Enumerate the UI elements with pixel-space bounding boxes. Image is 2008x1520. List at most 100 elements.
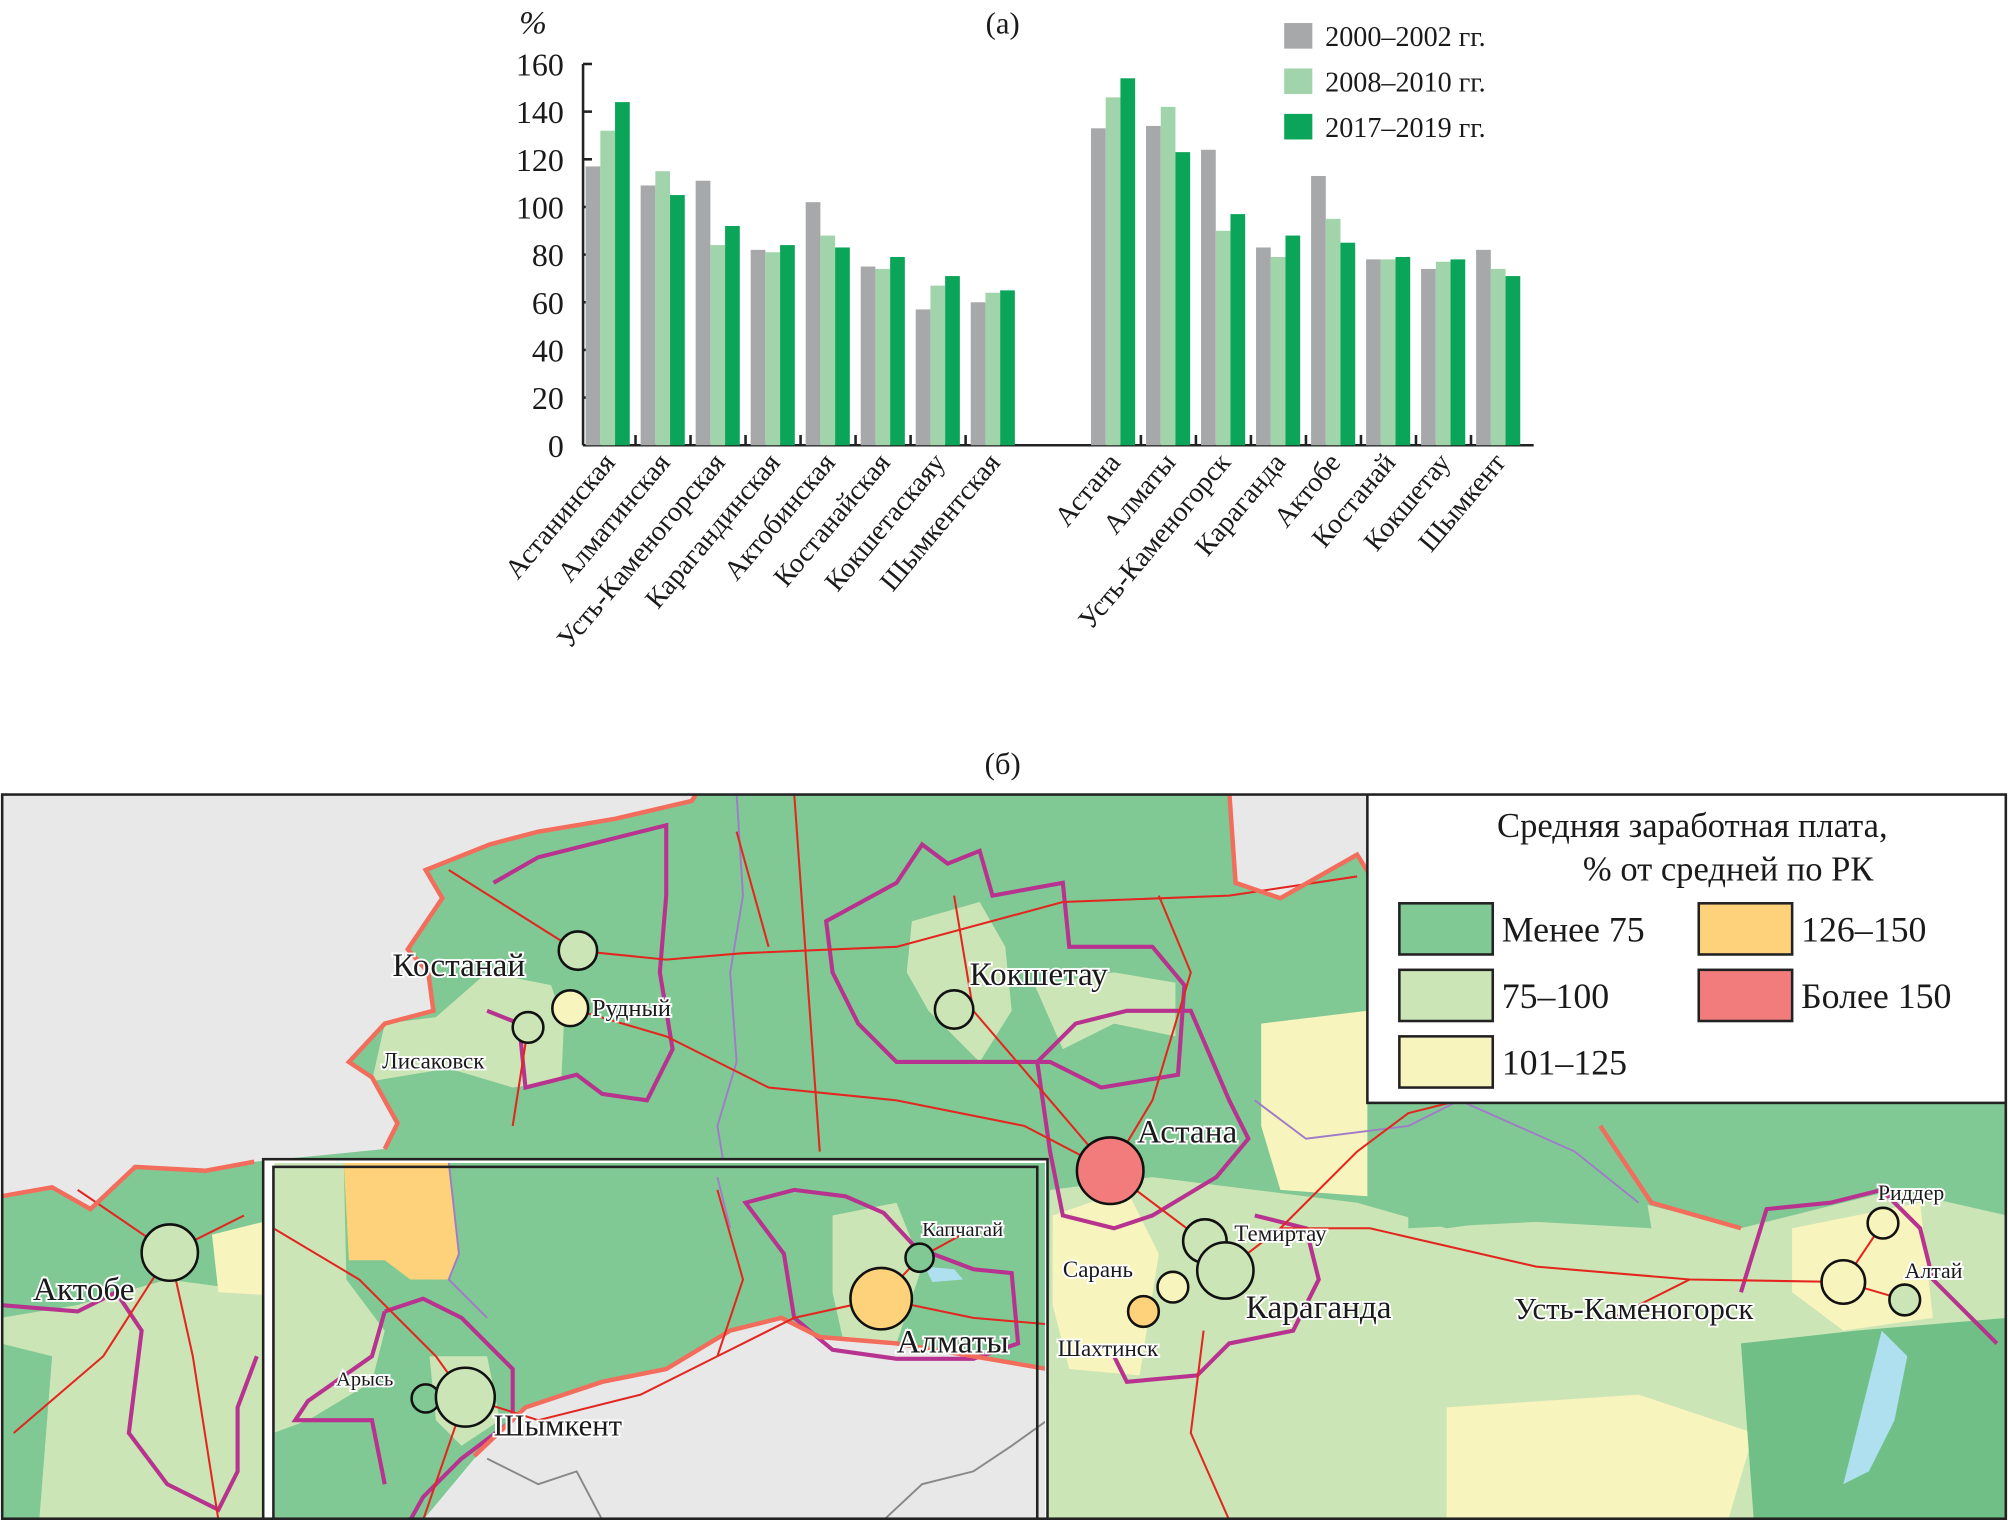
- inset-map: [261, 1157, 1049, 1520]
- bar: [1201, 149, 1216, 446]
- y-tick-label: 20: [532, 381, 564, 416]
- oblast-border: [1739, 1187, 1999, 1345]
- bar: [1091, 128, 1106, 446]
- y-tick-label: 40: [532, 333, 564, 368]
- road: [1109, 895, 1192, 1172]
- legend-swatch: [1284, 23, 1313, 49]
- city-marker: [1888, 1283, 1922, 1317]
- bar: [1366, 259, 1381, 446]
- city-marker: [551, 989, 590, 1028]
- city-label: Костанай: [392, 947, 525, 984]
- oblast-border: [291, 1296, 515, 1520]
- city-marker: [933, 989, 975, 1030]
- map-legend-label: Более 150: [1801, 976, 1951, 1016]
- city-label: Темиртау: [1234, 1220, 1327, 1246]
- bar: [655, 171, 671, 446]
- legend-swatch: [1284, 113, 1313, 140]
- map-legend-label: 101–125: [1502, 1043, 1627, 1083]
- region-under-75: [1408, 1100, 1652, 1229]
- bar: [1105, 97, 1121, 446]
- bar: [670, 195, 685, 446]
- bar: [890, 256, 905, 446]
- bar: [1490, 268, 1506, 446]
- city-label: Астана: [1137, 1114, 1237, 1151]
- district-border: [1254, 1099, 1640, 1204]
- oblast-border: [2, 1289, 259, 1513]
- map-legend-swatch: [1697, 902, 1794, 956]
- legend-label: 2017–2019 гг.: [1325, 113, 1486, 144]
- bar: [585, 166, 601, 446]
- region-75-100: [371, 972, 564, 1088]
- y-tick-label: 120: [516, 143, 564, 178]
- bar: [710, 245, 726, 446]
- bar: [1340, 242, 1356, 446]
- bar: [1395, 256, 1411, 446]
- map-legend-title-line1: Средняя заработная плата,: [1497, 807, 1888, 845]
- bar: [615, 102, 630, 446]
- map-legend: Средняя заработная плата, % от средней п…: [1366, 794, 2006, 1105]
- bar: [1160, 106, 1176, 446]
- country-border: [472, 1315, 1045, 1458]
- road: [13, 1214, 245, 1434]
- city-marker: [849, 1266, 914, 1331]
- bar: [915, 309, 931, 446]
- y-tick-label: 80: [532, 238, 564, 273]
- bar: [930, 285, 946, 446]
- bar: [750, 249, 766, 446]
- city-label: Сарань: [1063, 1256, 1133, 1282]
- bar: [780, 245, 795, 446]
- district-border: [716, 794, 744, 1165]
- city-markers: Костанай Рудный Лисаковск Кокшетау Астана Тем…: [31, 930, 1965, 1444]
- bar: [970, 302, 986, 446]
- y-tick-label: 160: [516, 47, 564, 82]
- bar: [1000, 290, 1015, 446]
- lake: [1843, 1330, 1908, 1485]
- city-label: Алтай: [1905, 1259, 1963, 1283]
- bar: [765, 252, 781, 446]
- bar: [985, 292, 1001, 446]
- bar: [600, 130, 616, 446]
- map-legend-label: 75–100: [1502, 976, 1609, 1016]
- y-tick-label: 100: [516, 190, 564, 225]
- legend-label: 2000–2002 гг.: [1325, 22, 1486, 53]
- city-label: Кокшетау: [969, 956, 1108, 993]
- road: [1189, 1330, 1231, 1520]
- legend-swatch: [1284, 68, 1313, 95]
- city-marker: [1126, 1294, 1161, 1329]
- city-marker: [557, 930, 599, 972]
- region-101-125: [1052, 1189, 1159, 1376]
- bar: [875, 268, 891, 446]
- oblast-border: [1035, 1008, 1251, 1231]
- inset-frame-inner: [272, 1165, 1039, 1520]
- city-label: Актобе: [33, 1271, 135, 1308]
- bar: [1476, 249, 1491, 446]
- map-frame: [0, 793, 2008, 1520]
- map-legend-label: 126–150: [1801, 910, 1926, 950]
- bar: [945, 276, 960, 446]
- y-tick-label: 140: [516, 95, 564, 130]
- city-label: Караганда: [1246, 1289, 1392, 1326]
- map-legend-swatch: [1398, 902, 1495, 956]
- city-marker: [434, 1366, 497, 1428]
- map-legend-swatch: [1398, 968, 1495, 1023]
- road: [77, 1189, 220, 1520]
- region-101-125: [1446, 1394, 1754, 1520]
- bar: [1311, 175, 1326, 446]
- city-label: Усть-Каменогорск: [1515, 1292, 1754, 1326]
- bar: [820, 235, 836, 446]
- map: Костанай Рудный Лисаковск Кокшетау Астана Тем…: [2, 794, 2006, 1520]
- city-marker: [1820, 1258, 1867, 1306]
- neighbor-territory: [423, 1317, 1045, 1520]
- bar: [725, 226, 740, 446]
- bar: [1435, 261, 1451, 446]
- y-axis-unit: %: [519, 4, 547, 41]
- bar: [1421, 268, 1436, 446]
- map-legend-swatch: [1398, 1035, 1495, 1089]
- bar: [1175, 152, 1191, 446]
- region-101-125: [212, 1221, 264, 1295]
- road: [953, 895, 1111, 1172]
- bar: [1215, 230, 1231, 446]
- bar: [1120, 78, 1136, 446]
